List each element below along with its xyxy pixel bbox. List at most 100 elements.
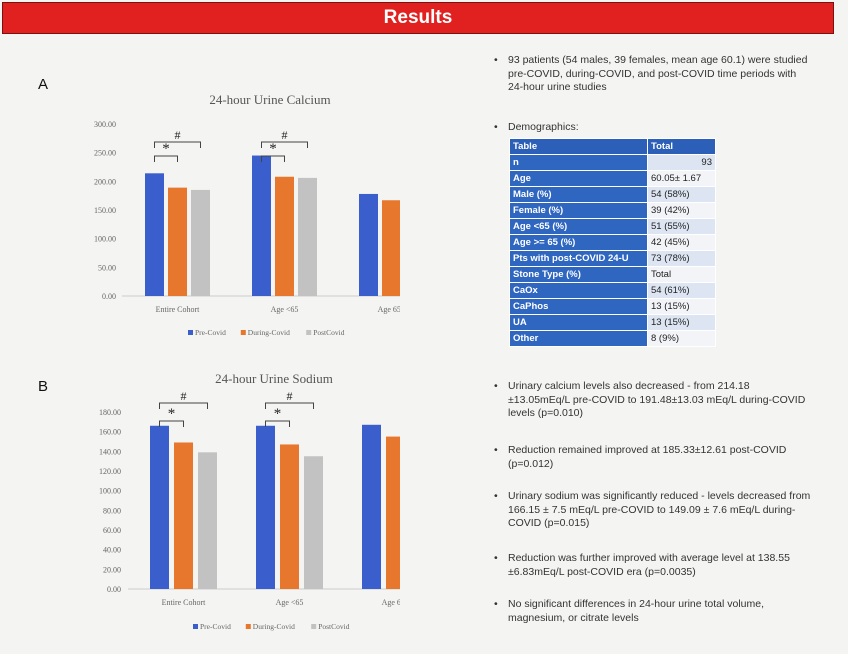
significance-bracket [265,402,314,409]
category-label: Age <65 [276,598,304,607]
y-tick-label: 250.00 [94,149,116,158]
legend-label: PostCovid [313,328,345,337]
table-row: Other 8 (9%) [509,330,716,347]
demographics-table: Table Total n 93 Age 60.05± 1.67 Male (%) 5… [509,138,716,347]
bullet-item: • Reduction was further improved with ave… [494,552,814,579]
bullet-text: Urinary calcium levels also decreased - … [508,380,806,419]
significance-bracket [154,155,178,162]
chart-title: 24-hour Urine Calcium [209,92,330,107]
table-cell: 8 (9%) [647,330,716,347]
y-tick-label: 50.00 [98,263,116,272]
table-row: CaPhos 13 (15%) [509,298,716,315]
table-cell: Age [509,170,648,187]
table-header-cell: Total [647,138,716,155]
table-cell: Male (%) [509,186,648,203]
panel-label-b: B [38,378,49,395]
table-header-cell: Table [509,138,648,155]
significance-bracket [265,420,290,427]
table-cell: 13 (15%) [647,314,716,331]
y-tick-label: 100.00 [99,487,121,496]
table-cell: Female (%) [509,202,648,219]
table-cell: 60.05± 1.67 [647,170,716,187]
legend-swatch [306,330,312,335]
sodium-chart: 24-hour Urine Sodium 180.00 160.00 140.00 12… [99,371,400,631]
table-cell: 54 (61%) [647,282,716,299]
bullet-text: Reduction remained improved at 185.33±12… [508,444,787,470]
bar [150,425,169,589]
bullet-item: • No significant differences in 24-hour u… [494,598,814,625]
legend-label: Pre-Covid [200,622,231,631]
results-banner: Results [2,2,834,34]
table-row: Male (%) 54 (58%) [509,186,716,203]
y-tick-label: 300.00 [94,120,116,129]
y-tick-label: 0.00 [107,585,121,594]
table-cell: Stone Type (%) [509,266,648,283]
significance-bracket [159,402,208,409]
bar [386,436,400,589]
table-row: Age 60.05± 1.67 [509,170,716,187]
significance-bracket [261,141,308,148]
significance-marker: * [168,406,176,422]
y-tick-label: 20.00 [103,565,121,574]
y-tick-label: 150.00 [94,206,116,215]
bullet-item: • Reduction remained improved at 185.33±1… [494,444,814,471]
significance-marker: * [274,406,282,422]
table-row: Age <65 (%) 51 (55%) [509,218,716,235]
table-cell: Age <65 (%) [509,218,648,235]
table-cell: Pts with post-COVID 24-U [509,250,648,267]
significance-marker: # [282,128,288,142]
table-row: CaOx 54 (61%) [509,282,716,299]
table-cell: 51 (55%) [647,218,716,235]
panel-label-a: A [38,76,49,93]
y-tick-label: 120.00 [99,467,121,476]
category-label: Age <65 [271,305,299,314]
y-tick-label: 100.00 [94,235,116,244]
bar [359,193,378,296]
significance-bracket [159,420,184,427]
significance-bracket [154,141,201,148]
bar [198,452,217,589]
table-cell: 73 (78%) [647,250,716,267]
table-cell: Other [509,330,648,347]
bullet-text: No significant differences in 24-hour ur… [508,598,765,624]
table-cell: CaPhos [509,298,648,315]
y-tick-label: 40.00 [103,546,121,555]
table-row: Stone Type (%) Total [509,266,716,283]
table-cell: 42 (45%) [647,234,716,251]
legend-label: During-Covid [253,622,295,631]
legend-label: During-Covid [248,328,290,337]
bullet-item: • Urinary sodium was significantly reduce… [494,490,814,531]
category-label: Entire Cohort [162,598,207,607]
bar [168,187,187,296]
legend-label: Pre-Covid [195,328,226,337]
bar [145,173,164,296]
table-row: Female (%) 39 (42%) [509,202,716,219]
legend-swatch [245,624,251,629]
table-cell: CaOx [509,282,648,299]
y-tick-label: 80.00 [103,506,121,515]
significance-marker: # [287,389,293,403]
significance-marker: * [162,141,170,157]
bullet-text: Urinary sodium was significantly reduced… [508,490,811,529]
bar [362,424,381,589]
table-cell: 13 (15%) [647,298,716,315]
y-tick-label: 140.00 [99,447,121,456]
y-tick-label: 60.00 [103,526,121,535]
bar [252,155,271,296]
bullet-item: • 93 patients (54 males, 39 females, mean… [494,54,814,95]
significance-marker: # [175,128,181,142]
table-cell: Total [647,266,716,283]
table-cell: UA [509,314,648,331]
table-cell: Age >= 65 (%) [509,234,648,251]
table-row: Pts with post-COVID 24-U 73 (78%) [509,250,716,267]
bar [280,444,299,589]
bar [174,442,193,589]
table-row: n 93 [509,154,716,171]
calcium-chart: 24-hour Urine Calcium 300.00 250.00 200.00 1… [94,92,400,337]
significance-marker: # [181,389,187,403]
bullet-item: • Demographics: [494,121,814,135]
table-cell: n [509,154,648,171]
bar [275,176,294,296]
legend-label: PostCovid [318,622,350,631]
